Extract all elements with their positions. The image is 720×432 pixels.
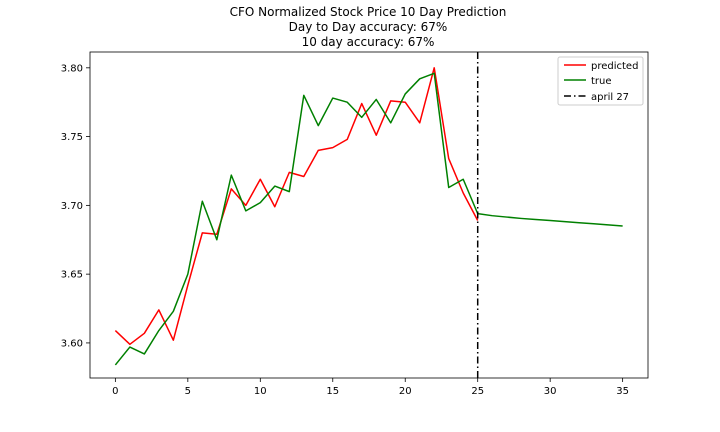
legend-label-true: true <box>591 76 612 87</box>
plot-frame <box>89 51 649 379</box>
y-tick-label: 3.70 <box>61 201 83 212</box>
x-tick-label: 10 <box>254 386 267 397</box>
x-tick-label: 30 <box>544 386 557 397</box>
x-tick-label: 25 <box>471 386 484 397</box>
y-tick-label: 3.80 <box>61 63 83 74</box>
lines-layer <box>114 52 623 378</box>
chart-title-line-2: Day to Day accuracy: 67% <box>289 20 448 34</box>
chart-title-line-1: CFO Normalized Stock Price 10 Day Predic… <box>230 5 507 19</box>
series-line-true <box>114 72 623 366</box>
legend-label-predicted: predicted <box>591 61 638 72</box>
legend-box <box>557 56 644 106</box>
series-line-predicted <box>114 67 479 346</box>
x-tick-label: 15 <box>326 386 339 397</box>
chart-title-line-3: 10 day accuracy: 67% <box>302 35 435 49</box>
y-axis: 3.60 3.65 3.70 3.75 3.80 <box>61 63 90 349</box>
x-tick-label: 35 <box>616 386 629 397</box>
x-tick-label: 5 <box>185 386 191 397</box>
x-tick-label: 20 <box>399 386 412 397</box>
plot-area <box>90 52 648 378</box>
chart-title: CFO Normalized Stock Price 10 Day Predic… <box>230 5 507 49</box>
y-tick-label: 3.60 <box>61 338 83 349</box>
legend: predicted true april 27 <box>557 56 644 106</box>
y-tick-label: 3.75 <box>61 132 83 143</box>
legend-label-april-27: april 27 <box>591 92 629 103</box>
y-tick-label: 3.65 <box>61 270 83 281</box>
x-axis: 0 5 10 15 20 25 30 35 <box>112 378 629 397</box>
x-tick-label: 0 <box>112 386 118 397</box>
